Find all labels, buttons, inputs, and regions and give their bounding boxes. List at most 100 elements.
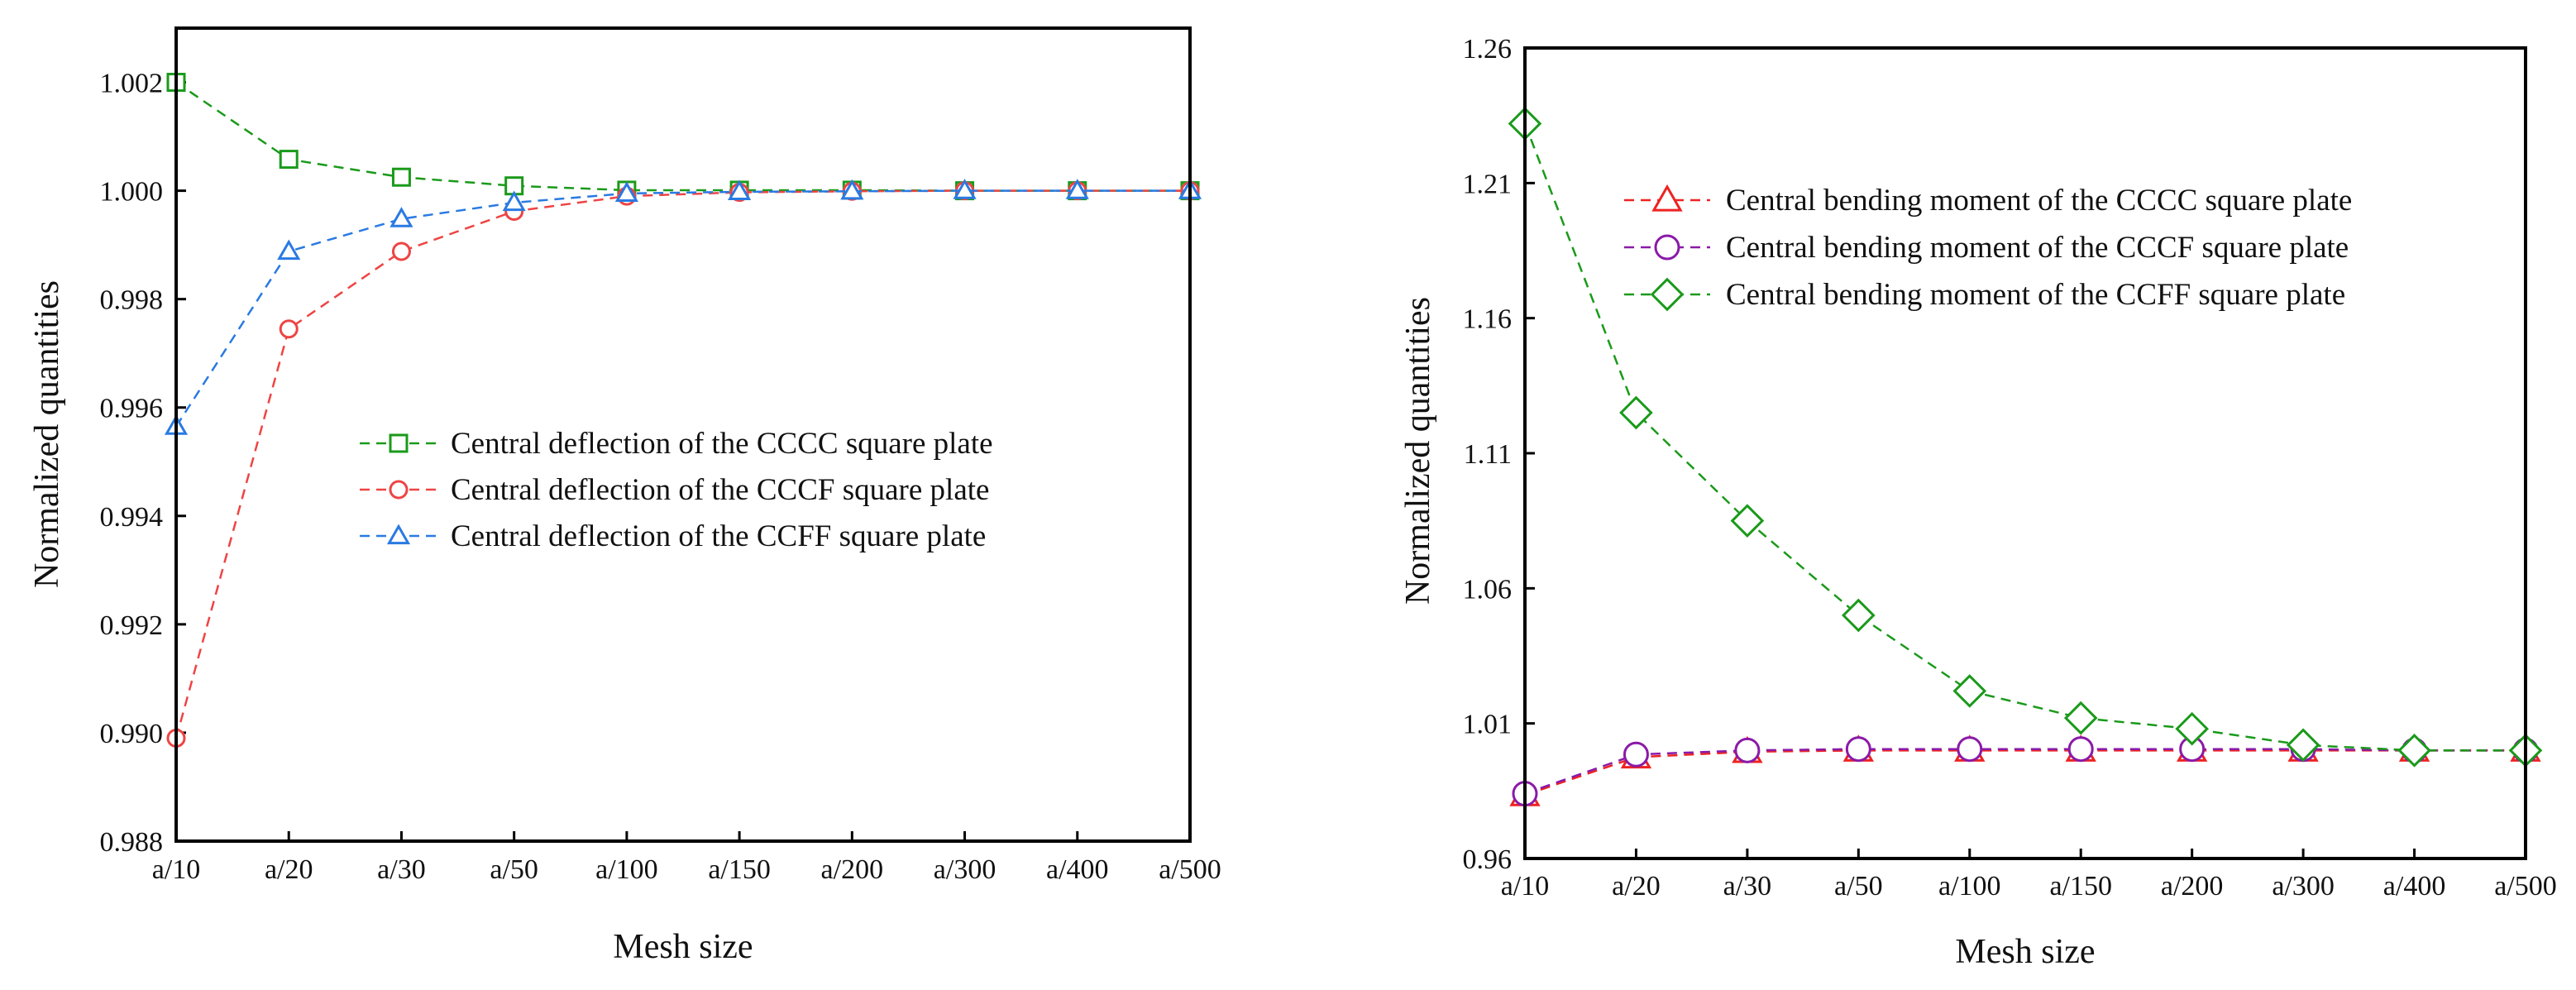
right-chart-data-point xyxy=(1734,737,1761,763)
right-chart-x-tick-labels: a/10 a/20 a/30 a/50 a/100 a/150 a/200 a/300 a/40… xyxy=(1501,871,2557,902)
left-chart-data-point xyxy=(277,239,301,261)
right-chart-legend-entry: Central bending moment of the CCCC squar… xyxy=(1624,184,2352,218)
right-chart-y-tick-label: 0.96 xyxy=(1463,844,1513,875)
right-chart-x-tick-label: a/30 xyxy=(1723,871,1772,902)
left-chart-x-tick-labels: a/10 a/20 a/30 a/50 a/100 a/150 a/200 a/300 a/40… xyxy=(152,854,1221,885)
left-chart-x-tick-label: a/150 xyxy=(708,854,771,885)
left-chart-legend-marker xyxy=(389,433,409,453)
right-chart-legend-label: Central bending moment of the CCCC squar… xyxy=(1726,184,2352,218)
left-chart-x-tick-label: a/500 xyxy=(1159,854,1221,885)
left-chart-x-tick-label: a/200 xyxy=(821,854,884,885)
left-chart-x-tick-label: a/300 xyxy=(934,854,996,885)
left-chart-y-tick-label: 0.998 xyxy=(100,285,164,316)
right-chart-series-line xyxy=(1524,748,2526,795)
right-chart-y-tick-label: 1.21 xyxy=(1463,169,1513,199)
left-chart-series-line xyxy=(174,189,1190,739)
left-chart-legend-label: Central deflection of the CCCF square pl… xyxy=(451,473,989,507)
right-chart-legend-entry: Central bending moment of the CCCF squar… xyxy=(1624,231,2349,265)
left-chart-y-tick-label: 0.988 xyxy=(100,827,164,858)
left-chart-data-point xyxy=(840,179,864,200)
right-chart-series-line xyxy=(1524,749,2526,796)
right-chart-x-tick-label: a/100 xyxy=(1938,871,2001,902)
right-chart-y-tick-label: 1.01 xyxy=(1463,710,1513,740)
left-chart-x-axis-label: Mesh size xyxy=(613,928,753,966)
left-chart-legend: Central deflection of the CCCC square pl… xyxy=(360,427,993,553)
right-chart-data-point xyxy=(2397,734,2431,768)
left-chart-legend-marker xyxy=(386,524,411,545)
right-chart-legend-label: Central bending moment of the CCCF squar… xyxy=(1726,231,2349,265)
left-chart-y-tick-label: 0.996 xyxy=(100,394,164,424)
left-chart-data-point xyxy=(1065,179,1089,199)
left-chart-y-tick-labels: 0.988 0.990 0.992 0.994 0.996 0.998 1.000 1.002 xyxy=(100,69,164,858)
right-chart-data-point xyxy=(1957,736,1983,763)
right-chart-legend: Central bending moment of the CCCC squar… xyxy=(1624,184,2352,312)
right-chart-legend-marker xyxy=(1654,234,1680,261)
left-chart-legend-label: Central deflection of the CCFF square pl… xyxy=(451,519,986,553)
right-chart-x-tick-label: a/20 xyxy=(1612,871,1661,902)
right-chart-data-point xyxy=(1842,598,1876,633)
right-chart-ticks xyxy=(1523,46,2527,860)
left-chart-x-tick-label: a/30 xyxy=(377,854,426,885)
right-chart-plot-frame xyxy=(1523,46,2527,860)
right-chart-x-axis-label: Mesh size xyxy=(1955,933,2095,971)
right-chart-series-circle xyxy=(1512,736,2539,807)
left-chart-x-tick-label: a/10 xyxy=(152,854,201,885)
right-chart-data-point xyxy=(2286,728,2320,763)
right-chart-legend-entry: Central bending moment of the CCFF squar… xyxy=(1624,277,2345,312)
left-chart-legend-entry: Central deflection of the CCCC square pl… xyxy=(360,427,993,461)
right-chart-data-point xyxy=(2067,736,2094,763)
right-chart-x-tick-label: a/200 xyxy=(2161,871,2224,902)
right-chart-x-tick-label: a/500 xyxy=(2494,871,2557,902)
left-chart-y-tick-label: 1.000 xyxy=(100,177,164,208)
right-chart-data-point xyxy=(1730,504,1765,538)
right-chart-series-line xyxy=(1523,123,2526,752)
left-chart-legend-label: Central deflection of the CCCC square pl… xyxy=(451,427,993,461)
right-chart-x-tick-label: a/150 xyxy=(2049,871,2112,902)
right-chart-x-tick-label: a/400 xyxy=(2383,871,2446,902)
right-chart-y-tick-label: 1.26 xyxy=(1463,34,1513,65)
right-chart-y-axis-label: Normalized quantities xyxy=(1399,297,1437,605)
right-chart-y-tick-label: 1.16 xyxy=(1463,304,1513,335)
right-chart-x-tick-label: a/10 xyxy=(1501,871,1550,902)
left-chart-series-circle xyxy=(166,181,1200,748)
left-chart-data-point xyxy=(391,242,411,261)
left-chart-series xyxy=(164,73,1202,748)
left-chart-y-tick-label: 0.990 xyxy=(100,719,164,749)
left-chart-data-point xyxy=(953,179,977,199)
right-chart-data-point xyxy=(1623,741,1649,768)
right-chart-legend-marker xyxy=(1650,277,1685,312)
left-chart-ticks xyxy=(174,81,1192,843)
right-chart: 0.96 1.01 1.06 1.11 1.16 1.21 1.26 a/10 a/20 a/3… xyxy=(1399,34,2557,971)
left-chart-data-point xyxy=(279,150,299,170)
right-chart-data-point xyxy=(1619,395,1653,430)
left-chart-y-axis-label: Normalized quantities xyxy=(28,280,66,588)
left-chart-plot-frame xyxy=(174,26,1192,843)
left-chart-x-tick-label: a/20 xyxy=(265,854,313,885)
right-chart-y-tick-label: 1.11 xyxy=(1464,439,1512,470)
left-chart-data-point xyxy=(614,181,638,203)
left-chart-x-tick-label: a/50 xyxy=(490,854,538,885)
left-chart-legend-entry: Central deflection of the CCFF square pl… xyxy=(360,519,986,553)
left-chart-legend-entry: Central deflection of the CCCF square pl… xyxy=(360,473,989,507)
right-chart-data-point xyxy=(1845,736,1871,763)
left-chart-series-line xyxy=(175,81,1190,192)
left-chart-data-point xyxy=(391,167,411,187)
right-chart-data-point xyxy=(2175,711,2209,746)
left-chart-data-point xyxy=(728,179,752,201)
right-chart-x-tick-label: a/50 xyxy=(1834,871,1883,902)
right-chart-series-triangle xyxy=(1509,734,2541,806)
left-chart-data-point xyxy=(279,319,299,339)
left-chart-series-line xyxy=(174,189,1190,428)
left-chart-x-tick-label: a/100 xyxy=(595,854,658,885)
left-chart-y-tick-label: 0.992 xyxy=(100,610,164,641)
right-chart-data-point xyxy=(1952,674,1987,708)
right-chart-x-tick-label: a/300 xyxy=(2272,871,2335,902)
left-chart-series-square xyxy=(166,73,1200,201)
right-chart-y-tick-labels: 0.96 1.01 1.06 1.11 1.16 1.21 1.26 xyxy=(1463,34,1513,875)
right-chart-data-point xyxy=(2063,701,2098,735)
left-chart-y-tick-label: 0.994 xyxy=(100,502,164,533)
left-chart-y-tick-label: 1.002 xyxy=(100,69,164,99)
left-chart-legend-marker xyxy=(389,480,409,500)
left-chart: 0.988 0.990 0.992 0.994 0.996 0.998 1.000 1.002… xyxy=(28,26,1221,966)
